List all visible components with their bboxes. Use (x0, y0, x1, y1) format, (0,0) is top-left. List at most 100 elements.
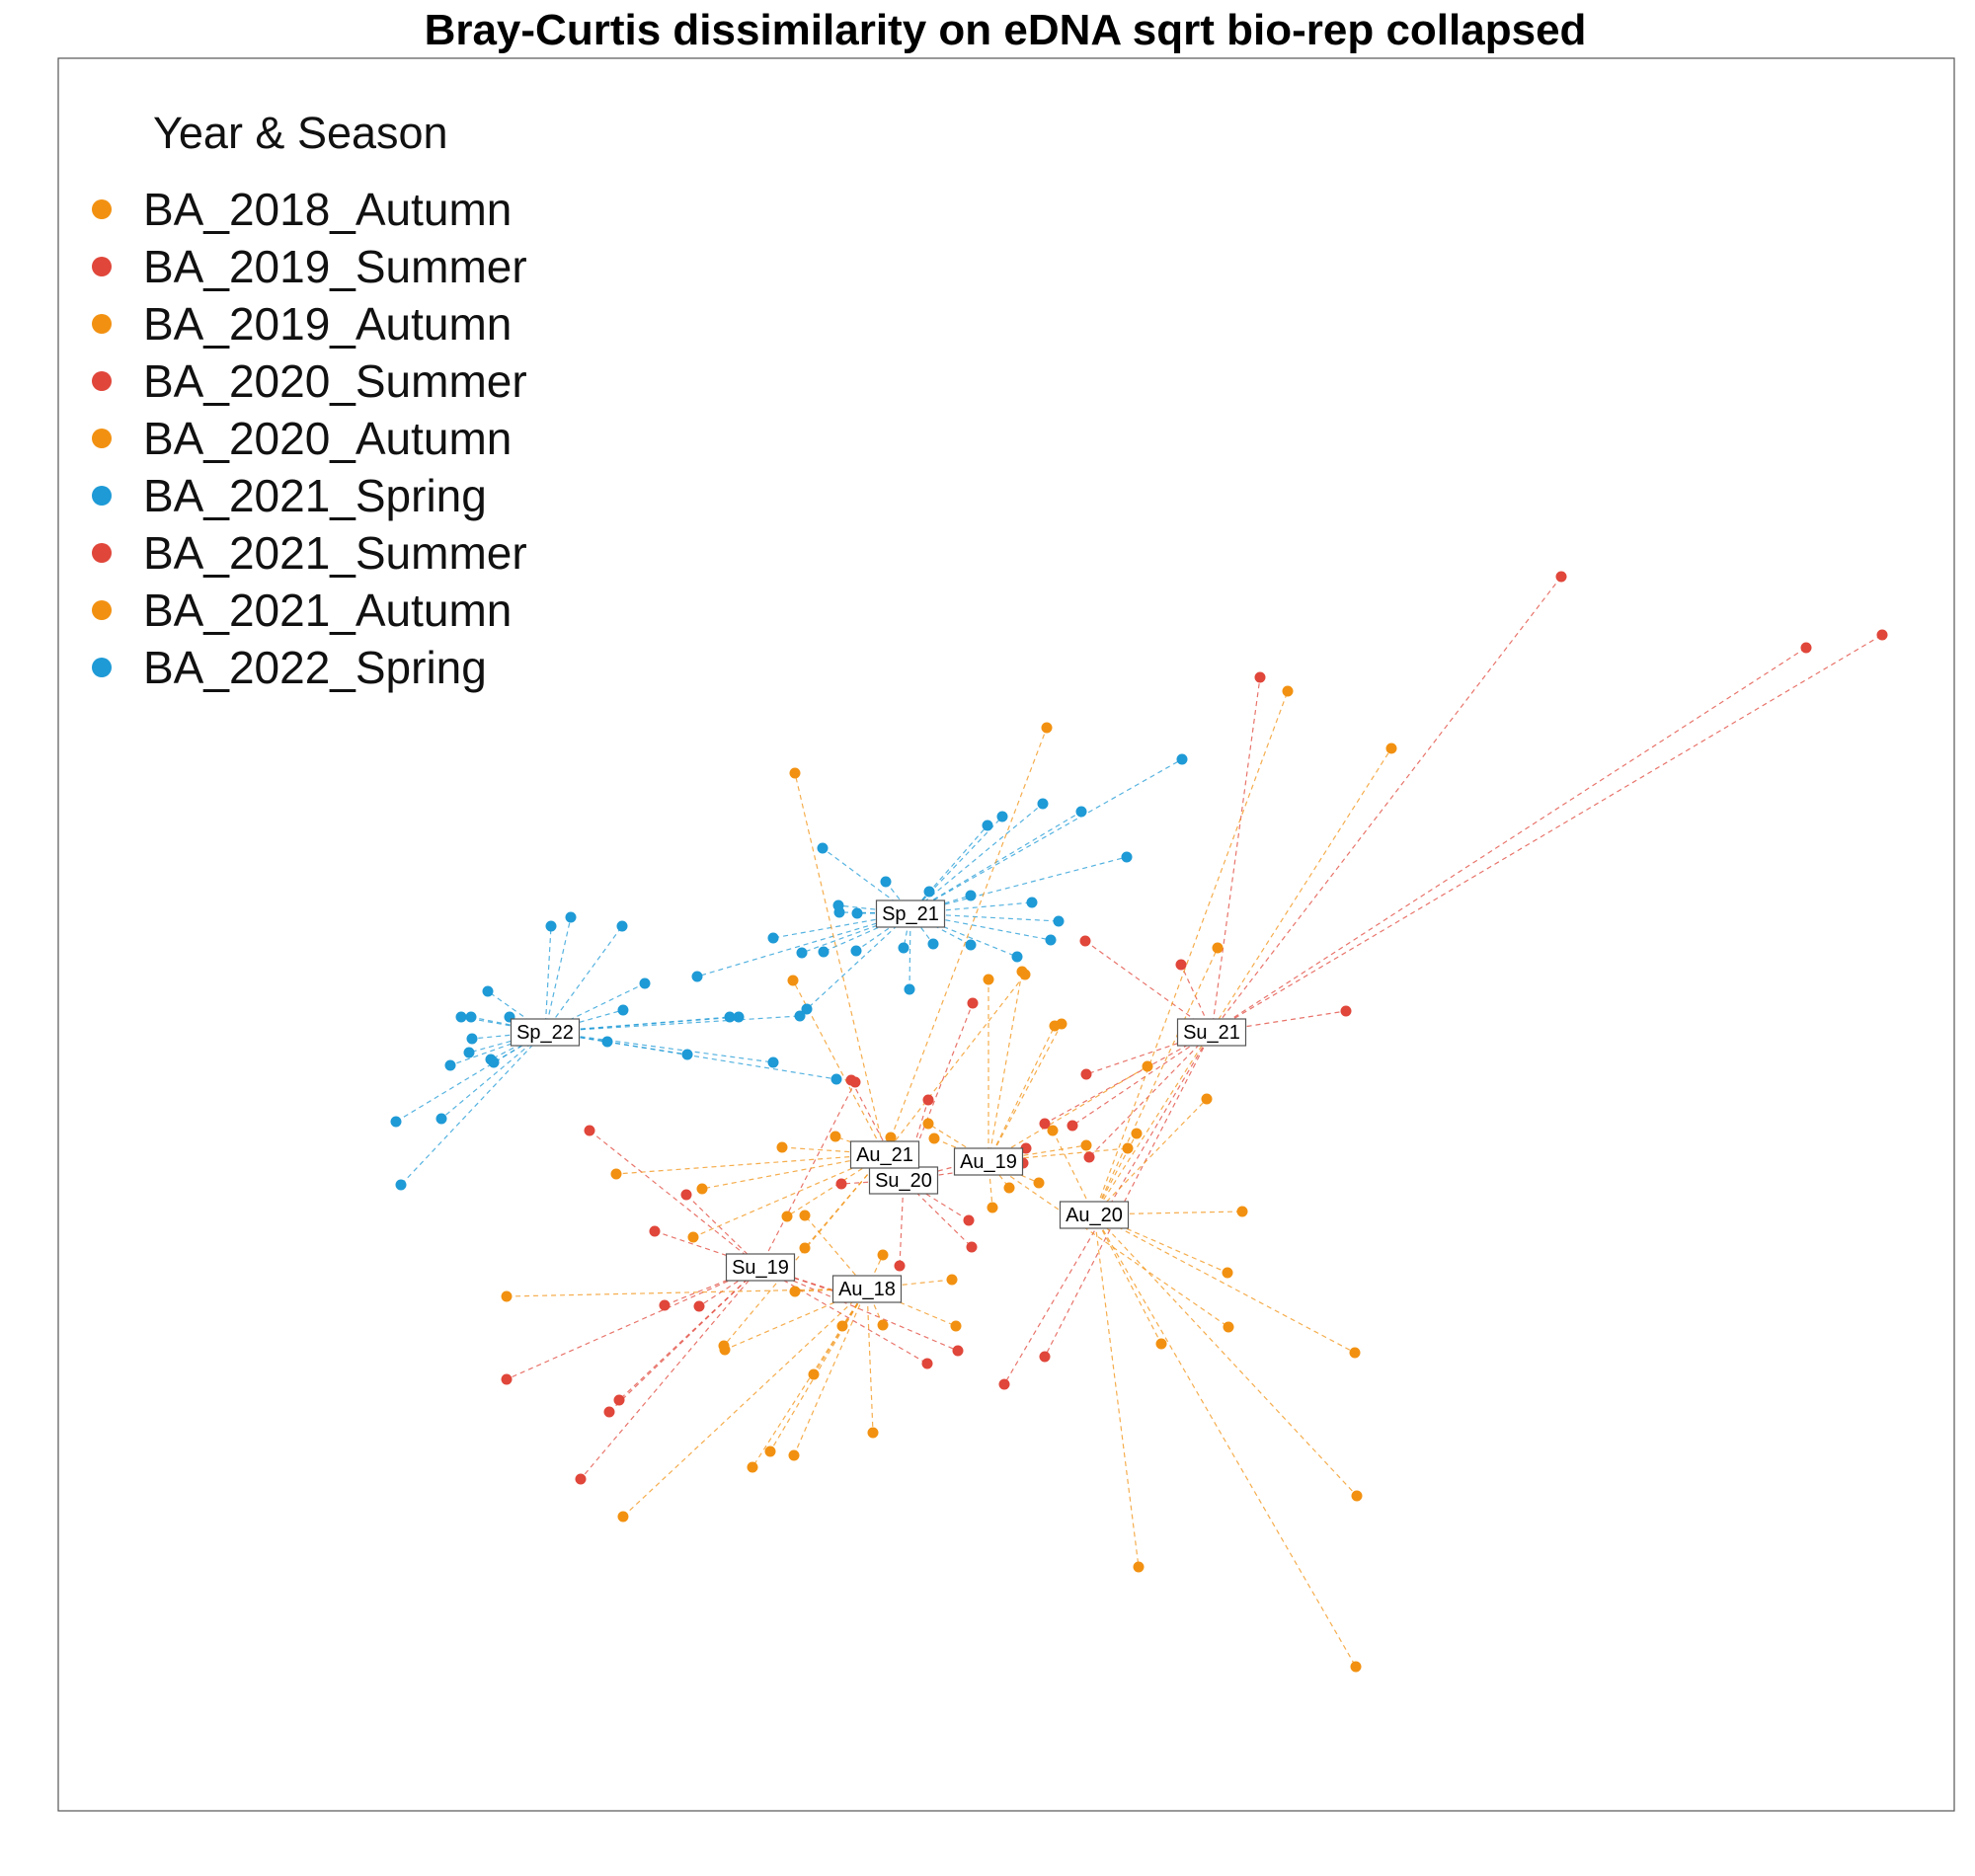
data-point-ba_2018_autumn (747, 1461, 758, 1473)
legend-marker (92, 543, 112, 563)
spider-line-au_18 (813, 1288, 868, 1375)
data-point-ba_2022_spring (466, 1033, 478, 1045)
spider-line-au_20 (1093, 1211, 1243, 1215)
spider-line-su_19 (506, 1266, 761, 1380)
data-point-ba_2018_autumn (501, 1290, 513, 1302)
legend-label: BA_2019_Summer (143, 241, 527, 292)
data-point-ba_2019_autumn (928, 1133, 940, 1144)
data-point-ba_2022_spring (482, 985, 494, 997)
spider-line-sp_21 (909, 816, 1003, 914)
data-point-ba_2018_autumn (867, 1427, 879, 1439)
spider-line-sp_21 (909, 758, 1183, 914)
legend-item-ba_2022_spring: BA_2022_Spring (92, 642, 487, 693)
centroid-label-au_21: Au_21 (849, 1140, 920, 1169)
data-point-ba_2018_autumn (836, 1320, 848, 1332)
spider-line-au_18 (866, 1288, 874, 1434)
spider-line-au_18 (804, 1214, 868, 1290)
spider-line-au_19 (988, 1160, 1229, 1328)
spider-line-sp_21 (909, 912, 934, 945)
spider-line-sp_22 (544, 916, 572, 1033)
data-point-ba_2022_spring (455, 1011, 467, 1023)
spider-line-sp_22 (544, 1031, 837, 1080)
legend-item-ba_2021_autumn: BA_2021_Autumn (92, 585, 512, 636)
data-point-ba_2021_spring (923, 886, 935, 898)
spider-line-au_20 (1093, 1213, 1140, 1568)
data-point-ba_2020_autumn (1133, 1561, 1145, 1573)
spider-line-au_21 (884, 727, 1048, 1155)
data-point-ba_2022_spring (767, 1056, 779, 1068)
spider-line-au_18 (866, 1254, 884, 1290)
spider-line-sp_22 (544, 925, 552, 1033)
legend-item-ba_2018_autumn: BA_2018_Autumn (92, 184, 512, 235)
spider-line-su_19 (608, 1266, 761, 1413)
spider-line-su_20 (899, 1179, 905, 1267)
spider-line-sp_22 (440, 1031, 546, 1120)
centroid-text: Au_21 (856, 1144, 913, 1166)
chart-title: Bray-Curtis dissimilarity on eDNA sqrt b… (425, 6, 1587, 54)
data-point-ba_2021_spring (927, 938, 939, 950)
data-point-ba_2022_spring (616, 920, 628, 932)
legend-marker (92, 600, 112, 620)
legend-label: BA_2021_Spring (143, 470, 487, 521)
data-point-ba_2019_autumn (983, 974, 994, 985)
centroid-label-au_18: Au_18 (831, 1275, 903, 1303)
data-point-ba_2019_summer (921, 1358, 933, 1369)
data-point-ba_2021_spring (1176, 753, 1188, 765)
spider-line-su_21 (1088, 1031, 1213, 1158)
data-point-ba_2020_autumn (1385, 743, 1397, 754)
data-point-ba_2022_spring (444, 1059, 456, 1071)
data-point-ba_2019_summer (649, 1225, 661, 1237)
data-point-ba_2020_autumn (1222, 1267, 1233, 1279)
spider-line-au_19 (988, 1144, 1087, 1162)
spider-line-sp_22 (544, 1031, 774, 1063)
spider-line-au_20 (1093, 1133, 1138, 1215)
legend-marker (92, 658, 112, 677)
legend-marker (92, 486, 112, 506)
centroid-text: Sp_21 (882, 903, 939, 925)
data-point-ba_2020_summer (845, 1074, 857, 1086)
spider-line-au_18 (866, 1279, 953, 1290)
spider-line-sp_21 (903, 912, 911, 949)
spider-line-au_19 (988, 1160, 1010, 1189)
data-point-ba_2022_spring (724, 1011, 736, 1023)
legend: Year & Season BA_2018_Autumn BA_2019_Summ… (92, 108, 527, 693)
spider-line-sp_21 (806, 912, 911, 1010)
data-point-ba_2021_spring (1121, 851, 1133, 863)
data-point-ba_2021_summer (998, 1378, 1010, 1390)
spider-line-au_18 (866, 1288, 884, 1326)
spider-line-au_20 (1093, 1213, 1162, 1345)
spider-line-sp_21 (909, 856, 1128, 914)
spider-line-su_21 (1211, 647, 1807, 1033)
data-point-ba_2021_spring (767, 932, 779, 944)
data-point-ba_2021_summer (1175, 959, 1187, 971)
data-point-ba_2022_spring (463, 1047, 475, 1058)
spider-line-su_20 (903, 1179, 973, 1248)
legend-marker (92, 199, 112, 219)
centroid-label-su_21: Su_21 (1176, 1018, 1247, 1047)
data-point-ba_2018_autumn (877, 1319, 889, 1331)
data-point-ba_2021_autumn (787, 975, 799, 986)
data-point-ba_2022_spring (830, 1073, 842, 1085)
data-point-ba_2021_autumn (696, 1183, 708, 1195)
data-point-ba_2020_autumn (1212, 942, 1224, 954)
data-point-ba_2021_summer (1039, 1118, 1051, 1130)
data-point-ba_2021_spring (880, 876, 892, 888)
spider-line-su_21 (1084, 940, 1213, 1033)
data-point-ba_2018_autumn (877, 1249, 889, 1261)
spider-line-su_21 (1071, 1031, 1213, 1127)
centroid-label-su_20: Su_20 (868, 1166, 939, 1195)
spider-line-au_18 (724, 1288, 868, 1351)
legend-marker (92, 257, 112, 276)
data-point-ba_2021_spring (965, 890, 977, 901)
data-point-ba_2021_spring (818, 946, 830, 958)
data-point-ba_2021_spring (1037, 798, 1049, 810)
data-point-ba_2021_spring (965, 939, 977, 951)
data-point-ba_2021_autumn (830, 1131, 841, 1142)
spider-line-au_19 (988, 1023, 1063, 1162)
data-point-ba_2019_autumn (922, 1118, 934, 1130)
centroid-label-au_20: Au_20 (1059, 1201, 1130, 1229)
spider-line-au_21 (615, 1153, 886, 1175)
spider-line-su_19 (759, 1266, 928, 1365)
spider-lines (395, 576, 1883, 1668)
